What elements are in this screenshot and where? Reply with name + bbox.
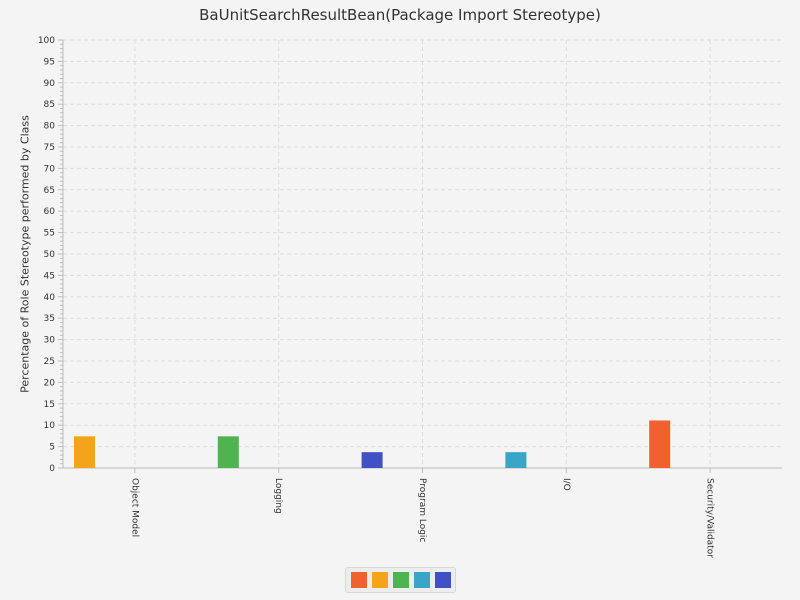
legend-swatch <box>371 572 388 588</box>
y-tick-label: 50 <box>44 250 56 260</box>
x-tick-label: Security/Validator <box>705 478 715 558</box>
legend-swatch <box>392 572 409 588</box>
y-tick-label: 10 <box>44 421 56 431</box>
y-tick-label: 55 <box>44 229 55 239</box>
legend-swatch <box>350 572 367 588</box>
y-tick-label: 95 <box>44 57 55 67</box>
legend-swatch <box>434 572 451 588</box>
y-tick-label: 40 <box>44 293 56 303</box>
y-tick-label: 65 <box>44 186 55 196</box>
y-tick-label: 0 <box>49 464 55 474</box>
bar <box>505 452 527 468</box>
y-tick-label: 25 <box>44 357 55 367</box>
bar <box>74 436 95 468</box>
y-tick-label: 15 <box>44 400 55 410</box>
y-tick-label: 85 <box>44 100 55 110</box>
y-tick-label: 5 <box>49 443 55 453</box>
y-tick-label: 75 <box>44 143 55 153</box>
y-tick-label: 60 <box>44 207 56 217</box>
x-tick-label: Object Model <box>129 478 139 537</box>
legend <box>345 567 456 593</box>
y-tick-label: 100 <box>38 36 55 46</box>
chart-title: BaUnitSearchResultBean(Package Import St… <box>199 6 601 24</box>
y-tick-label: 20 <box>44 378 56 388</box>
x-tick-label: I/O <box>561 478 571 491</box>
x-tick-label: Logging <box>273 478 283 514</box>
bar <box>649 420 671 468</box>
y-tick-label: 30 <box>44 336 56 346</box>
bar <box>361 452 383 468</box>
y-tick-label: 35 <box>44 314 55 324</box>
y-tick-label: 70 <box>44 164 56 174</box>
x-tick-label: Program Logic <box>417 478 427 542</box>
y-tick-label: 90 <box>44 79 56 89</box>
bar <box>217 436 239 468</box>
y-tick-label: 45 <box>44 271 55 281</box>
legend-swatch <box>413 572 430 588</box>
y-tick-label: 80 <box>44 122 56 132</box>
